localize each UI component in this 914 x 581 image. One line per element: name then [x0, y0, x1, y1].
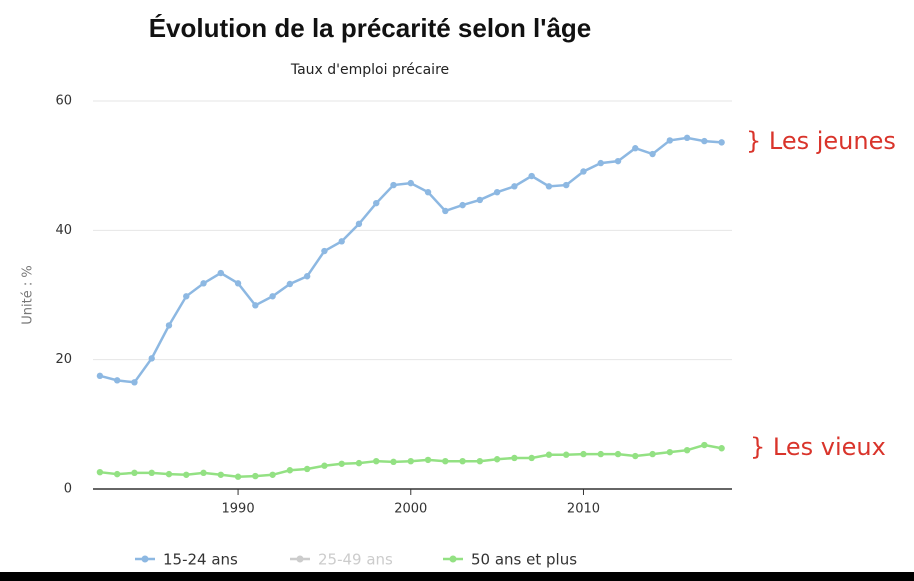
point	[528, 172, 535, 180]
point	[303, 465, 311, 473]
point	[148, 469, 155, 477]
point	[614, 450, 622, 458]
point	[459, 201, 466, 209]
point	[424, 188, 432, 196]
y-tick-label: 60	[55, 94, 72, 109]
point	[666, 137, 674, 144]
point	[113, 470, 121, 478]
legend-marker	[296, 555, 304, 563]
point	[217, 471, 224, 478]
point	[528, 454, 535, 462]
point	[424, 456, 432, 464]
point	[683, 134, 691, 142]
point	[286, 467, 294, 474]
point	[580, 450, 587, 458]
point	[234, 473, 242, 480]
point	[701, 441, 708, 449]
legend-label[interactable]: 50 ans et plus	[471, 551, 577, 569]
point	[459, 457, 466, 465]
point	[131, 379, 138, 386]
annotation: } Les vieux	[750, 433, 886, 461]
point	[649, 450, 656, 458]
point	[701, 137, 708, 145]
point	[183, 293, 190, 300]
point	[338, 460, 345, 467]
point	[96, 372, 104, 380]
point	[390, 458, 397, 466]
point	[597, 450, 604, 458]
point	[269, 293, 276, 300]
point	[511, 454, 518, 462]
point	[493, 456, 501, 463]
chart-title: Évolution de la précarité selon l'âge	[149, 13, 592, 43]
point	[442, 207, 449, 215]
point	[718, 445, 725, 452]
y-tick-label: 0	[64, 482, 72, 497]
point	[217, 269, 224, 277]
x-tick-label: 2000	[394, 502, 427, 517]
legend-marker	[141, 555, 149, 563]
point	[632, 145, 639, 152]
point	[131, 469, 138, 477]
point	[252, 472, 259, 480]
point	[321, 247, 328, 255]
x-tick-label: 2010	[567, 502, 600, 517]
point	[563, 181, 570, 189]
point	[96, 468, 104, 476]
point	[338, 238, 345, 245]
point	[165, 322, 173, 329]
legend-marker	[449, 555, 457, 563]
chart-subtitle: Taux d'emploi précaire	[290, 62, 449, 78]
point	[200, 469, 207, 477]
legend-label[interactable]: 25-49 ans	[318, 551, 393, 569]
legend-label[interactable]: 15-24 ans	[163, 551, 238, 569]
point	[355, 220, 363, 228]
point	[200, 280, 207, 287]
point	[303, 273, 311, 280]
point	[718, 139, 725, 146]
point	[148, 355, 155, 362]
point	[183, 471, 190, 478]
point	[407, 457, 414, 465]
point	[545, 451, 553, 458]
point	[113, 377, 121, 384]
annotation: } Les jeunes	[746, 127, 896, 155]
point	[545, 183, 553, 190]
bottom-strip	[0, 572, 914, 581]
point	[252, 302, 259, 309]
point	[493, 188, 501, 196]
point	[286, 280, 294, 288]
point	[269, 471, 276, 478]
point	[632, 452, 639, 460]
y-axis-label: Unité : %	[21, 265, 36, 324]
point	[165, 470, 173, 478]
point	[649, 150, 656, 158]
point	[511, 183, 518, 190]
point	[666, 448, 674, 456]
point	[355, 459, 363, 467]
point	[597, 159, 604, 167]
point	[476, 196, 484, 204]
point	[476, 457, 484, 465]
y-tick-label: 20	[55, 352, 72, 367]
point	[234, 280, 242, 287]
point	[373, 199, 380, 207]
x-tick-label: 1990	[222, 502, 255, 517]
point	[563, 451, 570, 458]
point	[442, 457, 449, 465]
point	[614, 157, 622, 165]
point	[683, 447, 691, 454]
point	[580, 168, 587, 175]
point	[390, 181, 397, 189]
y-tick-label: 40	[55, 223, 72, 238]
point	[373, 457, 380, 465]
point	[407, 179, 414, 187]
point	[321, 462, 328, 469]
